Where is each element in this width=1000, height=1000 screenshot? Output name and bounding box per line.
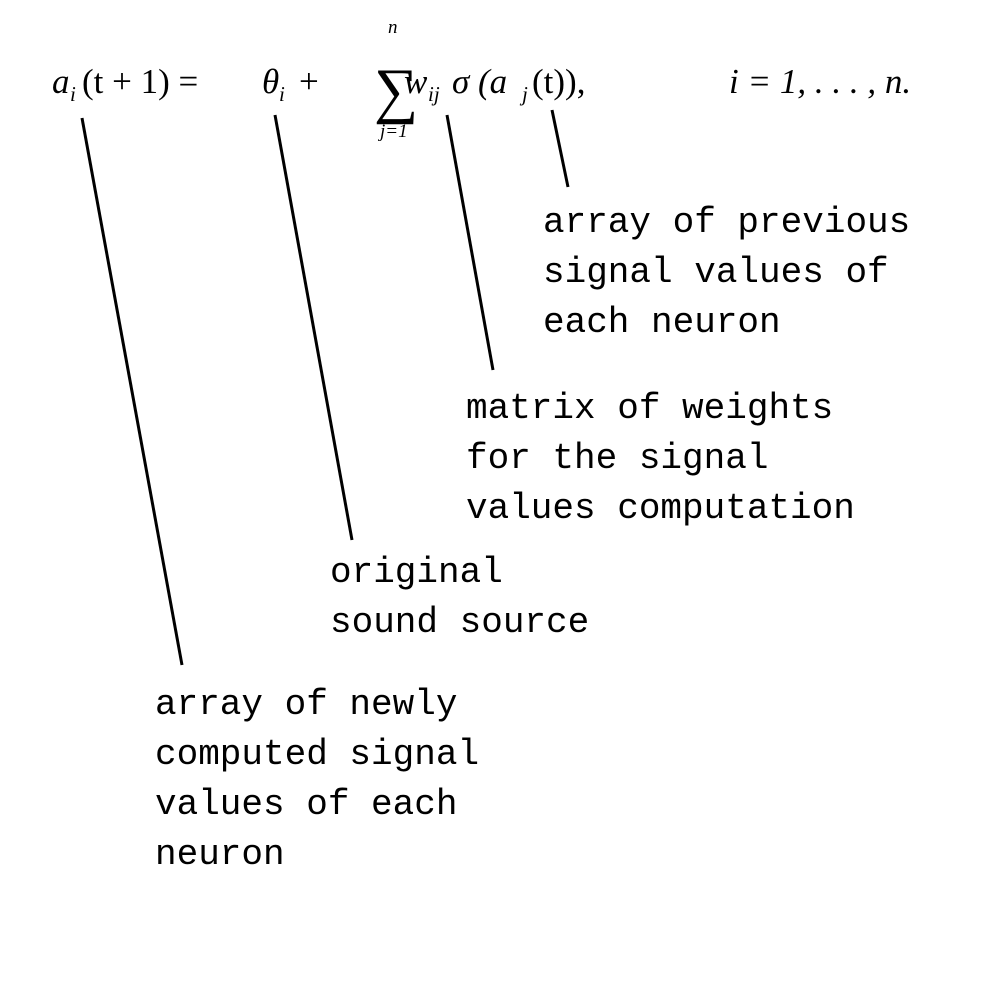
eq-sum-lower-limit: j=1 [380, 121, 408, 142]
eq-lhs-argument: (t + 1) = [82, 62, 199, 101]
annotation-previous-signal-values: array of previous signal values of each … [543, 202, 911, 343]
eq-summation-symbol: ∑ [374, 57, 419, 125]
eq-plus-sign: + [299, 62, 319, 101]
leader-line-previous-signals [550, 109, 570, 188]
annotation-sound-source: original sound source [330, 552, 590, 643]
eq-sigma-argument-close: (t)), [532, 62, 586, 101]
eq-sigma-function: σ [452, 62, 470, 101]
eq-activation-symbol: a [52, 62, 70, 101]
annotation-weights-matrix: matrix of weights for the signal values … [466, 388, 855, 529]
eq-weight-subscript: ij [428, 82, 440, 106]
annotation-new-signal-values: array of newly computed signal values of… [155, 684, 480, 875]
eq-index-range: i = 1, . . . , n. [729, 62, 912, 101]
eq-sum-upper-limit: n [388, 17, 398, 38]
eq-theta-symbol: θ [262, 62, 280, 101]
equation: a i (t + 1) = θ i + ∑ n j=1 w ij σ (a j … [52, 18, 982, 142]
leader-line-weights-matrix [445, 114, 495, 371]
eq-weight-symbol: w [404, 62, 428, 101]
eq-sigma-argument-open: (a [478, 62, 508, 101]
eq-aj-subscript: j [522, 82, 528, 106]
leader-line-new-signals [80, 117, 184, 666]
eq-theta-subscript: i [279, 82, 285, 106]
leader-line-sound-source [273, 114, 354, 541]
eq-activation-subscript: i [70, 82, 76, 106]
